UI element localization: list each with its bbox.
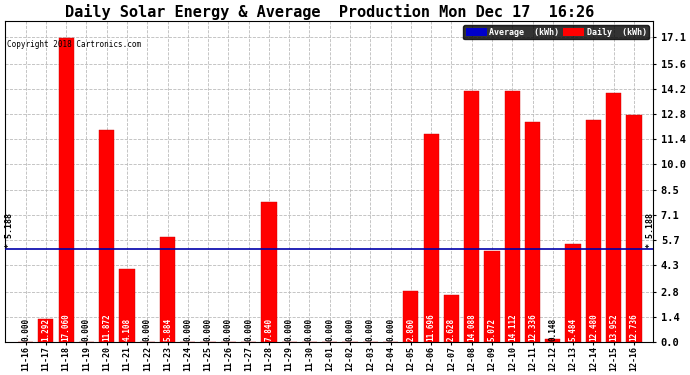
Bar	[627, 115, 642, 342]
Text: 14.088: 14.088	[467, 313, 476, 341]
Bar	[566, 244, 581, 342]
Text: 12.736: 12.736	[629, 313, 638, 341]
Bar	[38, 319, 54, 342]
Text: 12.336: 12.336	[528, 313, 537, 341]
Title: Daily Solar Energy & Average  Production Mon Dec 17  16:26: Daily Solar Energy & Average Production …	[65, 4, 594, 20]
Text: 17.060: 17.060	[61, 313, 70, 341]
Text: 14.112: 14.112	[508, 313, 517, 341]
Text: 0.000: 0.000	[143, 318, 152, 341]
Text: 5.484: 5.484	[569, 318, 578, 341]
Text: 0.000: 0.000	[21, 318, 30, 341]
Text: 0.000: 0.000	[244, 318, 253, 341]
Text: 5.072: 5.072	[488, 318, 497, 341]
Text: * 5.188: * 5.188	[646, 213, 655, 249]
Text: 5.884: 5.884	[163, 318, 172, 341]
Text: 0.000: 0.000	[325, 318, 334, 341]
Bar	[262, 202, 277, 342]
Text: 0.148: 0.148	[549, 318, 558, 341]
Bar	[525, 122, 540, 342]
Text: 12.480: 12.480	[589, 313, 598, 341]
Text: * 5.188: * 5.188	[5, 213, 14, 249]
Bar	[444, 295, 459, 342]
Text: 7.840: 7.840	[264, 318, 273, 341]
Text: 11.872: 11.872	[102, 313, 111, 341]
Text: 0.000: 0.000	[386, 318, 395, 341]
Text: 2.860: 2.860	[406, 318, 415, 341]
Text: 0.000: 0.000	[204, 318, 213, 341]
Bar	[119, 268, 135, 342]
Text: 0.000: 0.000	[285, 318, 294, 341]
Bar	[504, 90, 520, 342]
Text: 2.628: 2.628	[447, 318, 456, 341]
Text: 0.000: 0.000	[366, 318, 375, 341]
Bar	[424, 134, 439, 342]
Text: 0.000: 0.000	[184, 318, 193, 341]
Legend: Average  (kWh), Daily  (kWh): Average (kWh), Daily (kWh)	[463, 26, 649, 39]
Bar	[160, 237, 175, 342]
Bar	[586, 120, 601, 342]
Text: 1.292: 1.292	[41, 318, 50, 341]
Text: 0.000: 0.000	[82, 318, 91, 341]
Text: Copyright 2018 Cartronics.com: Copyright 2018 Cartronics.com	[7, 40, 141, 49]
Text: 0.000: 0.000	[346, 318, 355, 341]
Bar	[59, 38, 74, 342]
Bar	[484, 251, 500, 342]
Bar	[403, 291, 418, 342]
Text: 13.952: 13.952	[609, 313, 618, 341]
Text: 0.000: 0.000	[224, 318, 233, 341]
Text: 0.000: 0.000	[305, 318, 314, 341]
Bar	[99, 130, 115, 342]
Bar	[464, 91, 480, 342]
Bar	[545, 339, 560, 342]
Text: 11.696: 11.696	[426, 313, 435, 341]
Text: 4.108: 4.108	[123, 318, 132, 341]
Bar	[606, 93, 621, 342]
